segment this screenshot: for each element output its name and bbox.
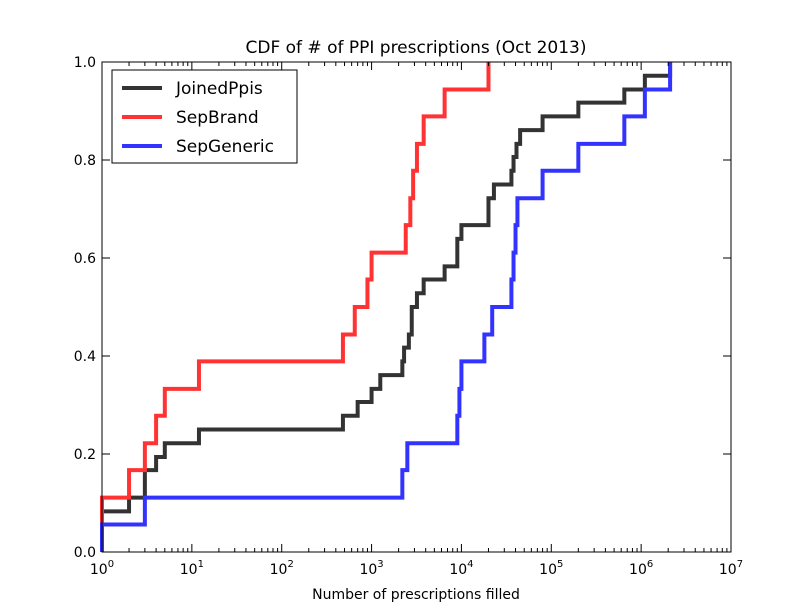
chart-title: CDF of # of PPI prescriptions (Oct 2013): [245, 38, 586, 58]
legend-label-sepbrand: SepBrand: [176, 108, 259, 128]
y-tick-label: 0.8: [74, 153, 96, 169]
legend: JoinedPpis SepBrand SepGeneric: [111, 69, 298, 164]
legend-label-sepgeneric: SepGeneric: [176, 137, 274, 157]
x-tick-label: 101: [180, 559, 204, 578]
x-tick-label: 100: [90, 559, 114, 578]
plot-frame: [101, 61, 732, 553]
y-tick-label: 0.4: [74, 349, 96, 365]
tick-layer: 100 101 102 103 104 105 106 107 0.0 0.2 0.4 0.6 0.8 1…: [74, 55, 743, 578]
x-tick-label: 104: [449, 559, 473, 578]
x-tick-label: 105: [539, 559, 563, 578]
y-tick-label: 0.0: [74, 545, 96, 561]
x-axis-label: Number of prescriptions filled: [312, 587, 520, 603]
x-tick-label: 107: [719, 559, 743, 578]
y-tick-label: 0.6: [74, 251, 96, 267]
y-tick-label: 0.2: [74, 447, 96, 463]
series-line-sepgeneric: [100, 62, 673, 552]
series-line-sepbrand: [100, 62, 491, 552]
legend-label-joinedppis: JoinedPpis: [175, 79, 263, 99]
x-tick-label: 103: [359, 559, 383, 578]
series-layer: [100, 62, 673, 552]
x-tick-label: 106: [629, 559, 653, 578]
series-line-joinedppis: [100, 62, 673, 552]
x-tick-label: 102: [270, 559, 294, 578]
y-tick-label: 1.0: [74, 55, 96, 71]
